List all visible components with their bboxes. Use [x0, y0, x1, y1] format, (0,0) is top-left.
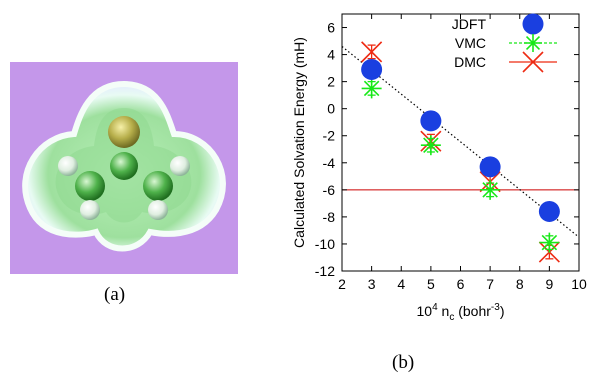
x-tick-label: 10 — [571, 276, 587, 292]
x-tick-label: 6 — [457, 276, 465, 292]
legend-marker-dmc — [522, 51, 544, 73]
y-tick-label: -2 — [323, 128, 336, 144]
jdft-point — [538, 200, 560, 222]
vmc-point — [420, 135, 441, 156]
jdft-point — [361, 58, 383, 80]
vmc-point — [480, 179, 501, 200]
x-tick-label: 2 — [338, 276, 346, 292]
vmc-point — [361, 78, 382, 99]
atom-right — [143, 171, 173, 201]
hydrogen-atom — [80, 200, 100, 220]
vmc-point — [539, 232, 560, 253]
legend-label-vmc: VMC — [455, 35, 486, 51]
y-tick-label: -6 — [323, 182, 336, 198]
y-tick-label: 6 — [327, 20, 335, 36]
fit-line — [341, 45, 580, 238]
x-axis-label: 104 nc (bohr-3) — [417, 302, 505, 323]
molecule-image — [10, 62, 238, 274]
jdft-point — [479, 156, 501, 178]
hydrogen-atom — [148, 200, 168, 220]
y-tick-label: 2 — [327, 74, 335, 90]
y-axis-label: Calculated Solvation Energy (mH) — [291, 37, 307, 248]
atom-center — [110, 152, 138, 180]
x-tick-label: 4 — [397, 276, 405, 292]
y-tick-label: -12 — [315, 263, 335, 279]
y-tick-label: 0 — [327, 101, 335, 117]
y-tick-label: -10 — [315, 236, 335, 252]
legend-marker-vmc — [524, 34, 542, 52]
y-tick-label: -4 — [323, 155, 336, 171]
x-tick-label: 8 — [516, 276, 524, 292]
legend-marker-jdft — [522, 13, 544, 35]
x-tick-label: 5 — [427, 276, 435, 292]
atom-sulfur — [108, 116, 140, 148]
y-tick-label: 4 — [327, 47, 335, 63]
x-tick-label: 3 — [368, 276, 376, 292]
atom-left — [75, 171, 105, 201]
legend-label-jdft: JDFT — [452, 16, 487, 32]
y-tick-label: -8 — [323, 209, 336, 225]
jdft-point — [420, 110, 442, 132]
legend-label-dmc: DMC — [454, 54, 486, 70]
hydrogen-atom — [170, 156, 190, 176]
hydrogen-atom — [58, 156, 78, 176]
x-tick-label: 7 — [486, 276, 494, 292]
caption-b: (b) — [392, 352, 415, 373]
caption-a: (a) — [104, 284, 126, 305]
x-tick-label: 9 — [545, 276, 553, 292]
dmc-point — [361, 41, 383, 63]
